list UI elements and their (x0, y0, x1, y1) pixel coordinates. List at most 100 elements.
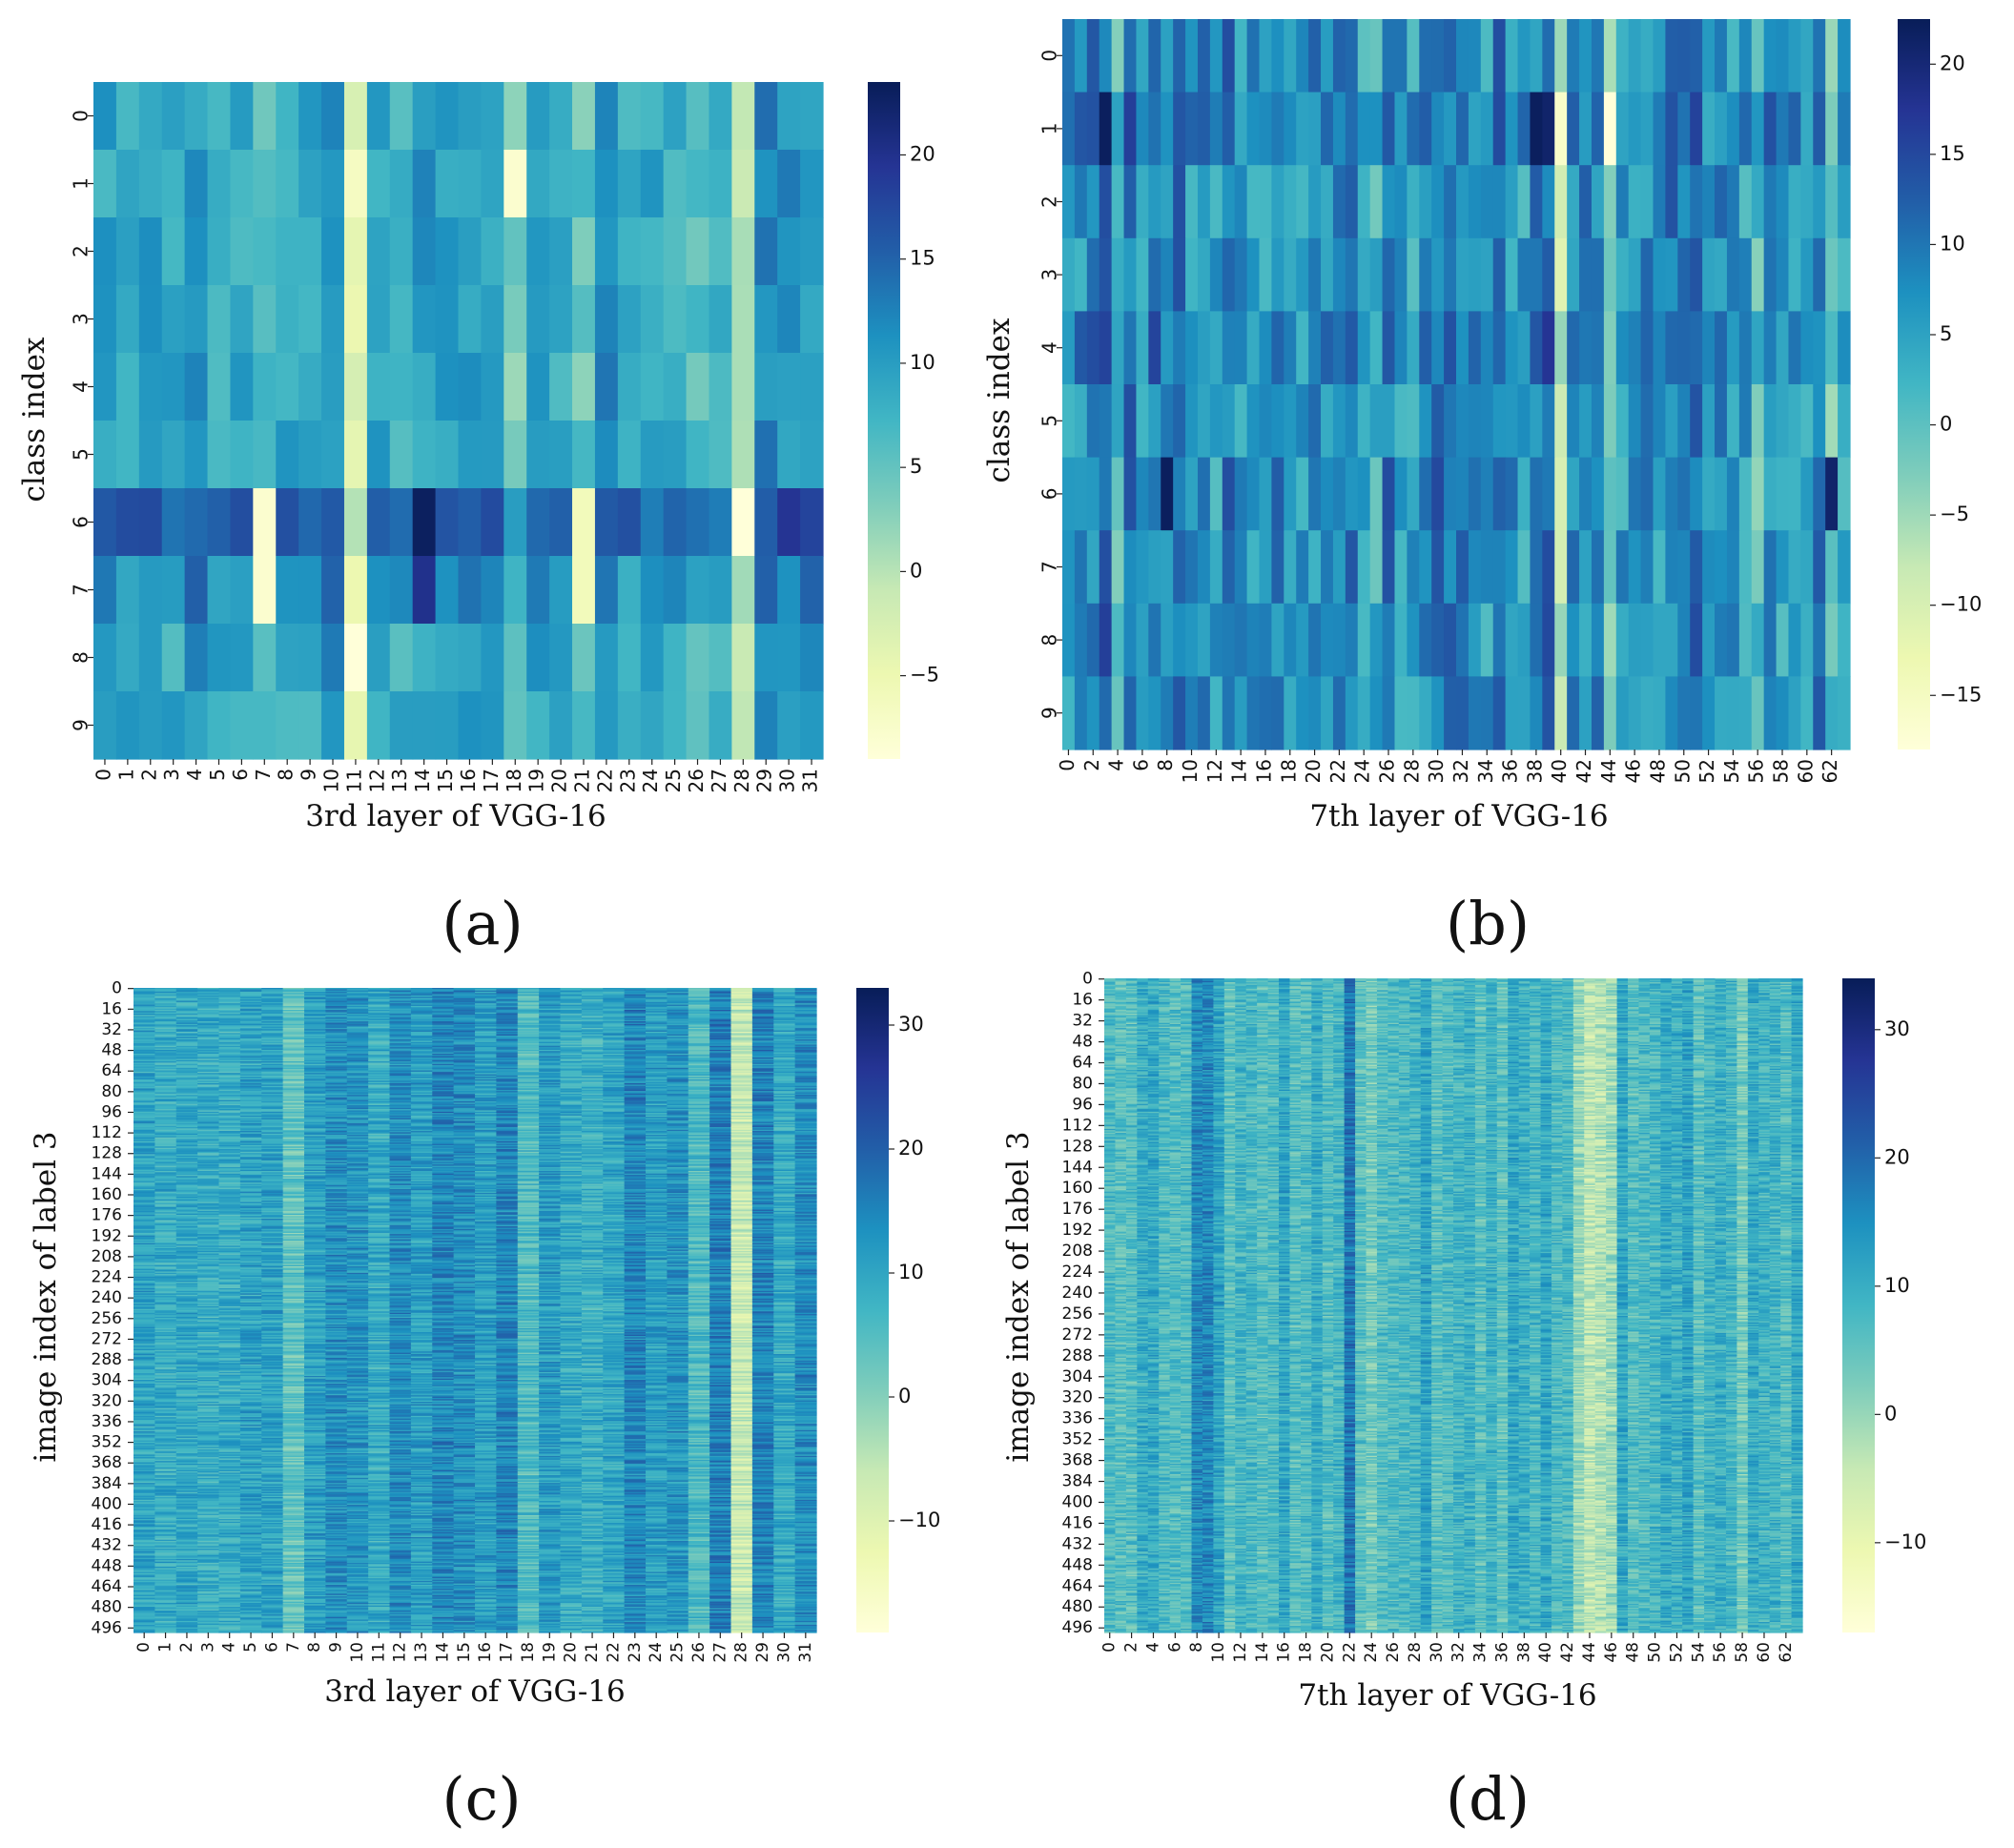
heatmap-cell (1629, 238, 1642, 312)
heatmap-cell (526, 285, 550, 354)
heatmap-cell (185, 217, 209, 286)
heatmap-cell (549, 556, 573, 625)
y-tick-label: 0 (70, 110, 92, 122)
heatmap-cell (1210, 19, 1223, 92)
heatmap-cell (1383, 238, 1396, 312)
heatmap-cell (116, 421, 140, 489)
heatmap-cell (754, 421, 778, 489)
colorbar-tick-label: 15 (910, 247, 935, 270)
heatmap-cell (1185, 311, 1199, 384)
heatmap-cell (390, 691, 414, 760)
heatmap-cell (1654, 165, 1667, 238)
heatmap-cell (1518, 92, 1531, 166)
heatmap-cell (777, 150, 801, 218)
figure: 0 1 2 3 4 5 6 7 8 9 10 11 12 13 14 15 16 17 18 19 20 21 22 23 24… (0, 0, 2014, 1848)
heatmap-cell (1394, 311, 1408, 384)
heatmap-cell (1075, 311, 1088, 384)
y-tick-label: 3 (70, 313, 92, 325)
heatmap-cell (1148, 238, 1161, 312)
heatmap-cell (1727, 165, 1740, 238)
heatmap-cell (1062, 19, 1076, 92)
heatmap-cell (1161, 165, 1174, 238)
heatmap-cell (1530, 238, 1543, 312)
heatmap-cell (1777, 92, 1790, 166)
heatmap-cell (93, 421, 117, 489)
heatmap-cell (1407, 238, 1420, 312)
heatmap-cell (1506, 165, 1519, 238)
heatmap-cell (344, 150, 368, 218)
heatmap-cell (1099, 92, 1113, 166)
heatmap-cell (276, 285, 299, 354)
heatmap-cell (1813, 92, 1826, 166)
heatmap-cell (1813, 238, 1826, 312)
heatmap-cell (459, 217, 483, 286)
x-tick-label: 4 (183, 769, 206, 781)
heatmap-cell (1198, 165, 1211, 238)
heatmap-cell (1260, 92, 1273, 166)
heatmap-cell (1383, 19, 1396, 92)
heatmap-cell (459, 691, 483, 760)
heatmap-cell (1752, 238, 1765, 312)
heatmap-cell (1308, 165, 1322, 238)
heatmap-cell (1419, 311, 1432, 384)
heatmap-cell (1579, 165, 1593, 238)
heatmap-cell (1394, 238, 1408, 312)
heatmap-cell (1825, 19, 1839, 92)
heatmap-cell (1308, 311, 1322, 384)
heatmap-cell (1358, 311, 1371, 384)
heatmap-cell (208, 691, 232, 760)
heatmap-cell (709, 150, 732, 218)
x-tick-label: 14 (411, 769, 434, 792)
heatmap-cell (208, 488, 232, 557)
heatmap-cell (1333, 19, 1346, 92)
heatmap-cell (504, 488, 527, 557)
x-tick-label: 28 (730, 769, 753, 792)
heatmap-cell (1235, 311, 1248, 384)
heatmap-cell (185, 488, 209, 557)
heatmap-cell (1136, 165, 1149, 238)
heatmap-cell (116, 150, 140, 218)
heatmap-cell (504, 624, 527, 692)
heatmap-cell (1148, 19, 1161, 92)
heatmap-cell (1247, 92, 1261, 166)
heatmap-cell (1087, 165, 1100, 238)
heatmap-cell (344, 285, 368, 354)
heatmap-cell (116, 624, 140, 692)
heatmap-cell (1112, 238, 1125, 312)
heatmap-cell (1235, 92, 1248, 166)
heatmap-cell (1210, 311, 1223, 384)
heatmap-cell (1431, 311, 1445, 384)
heatmap-cell (253, 150, 277, 218)
heatmap-cell (139, 556, 163, 625)
heatmap-cell (1185, 92, 1199, 166)
heatmap-cell (1419, 238, 1432, 312)
heatmap-cell (595, 556, 619, 625)
heatmap-cell (390, 556, 414, 625)
heatmap-cell (754, 691, 778, 760)
x-tick-label: 17 (480, 769, 503, 792)
heatmap-cell (93, 624, 117, 692)
heatmap-cell (664, 82, 688, 151)
heatmap-cell (344, 353, 368, 421)
heatmap-cell (504, 285, 527, 354)
heatmap-cell (526, 624, 550, 692)
heatmap-cell (1493, 92, 1507, 166)
heatmap-cell (116, 82, 140, 151)
heatmap-cell (253, 624, 277, 692)
heatmap-cell (116, 488, 140, 557)
heatmap-cell (230, 556, 254, 625)
heatmap-cell (1308, 19, 1322, 92)
y-tick-label: 5 (70, 448, 92, 461)
heatmap-cell (390, 488, 414, 557)
heatmap-cell (230, 82, 254, 151)
heatmap-cell (1087, 238, 1100, 312)
heatmap-cell (253, 353, 277, 421)
colorbar-tick-label: 20 (910, 142, 935, 165)
heatmap-cell (1136, 311, 1149, 384)
heatmap-cell (1752, 92, 1765, 166)
heatmap-cell (1690, 165, 1703, 238)
heatmap-cell (1419, 92, 1432, 166)
heatmap-cell (1825, 92, 1839, 166)
heatmap-cell (1260, 238, 1273, 312)
heatmap-cell (1530, 165, 1543, 238)
